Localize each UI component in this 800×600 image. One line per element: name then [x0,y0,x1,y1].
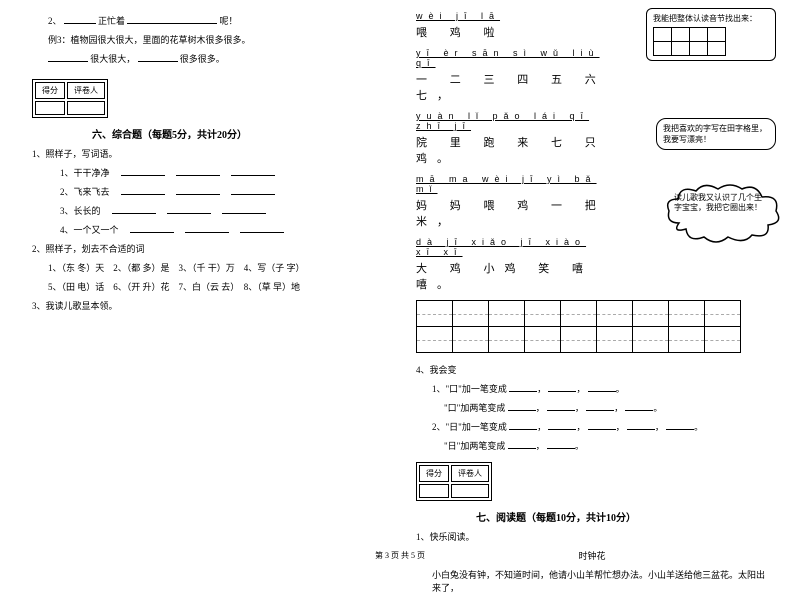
text: "口"加两笔变成 [444,403,505,413]
fill-line-2: 2、 正忙着 呢！ [48,14,384,27]
blank [508,439,536,449]
pinyin-row: wèi jī lā [416,11,606,21]
example-3: 例3：植物园很大很大，里面的花草树木很多很多。 [48,33,384,46]
q7-1: 1、快乐阅读。 [416,530,768,543]
text: 很大很大， [90,54,135,64]
example-3-fill: 很大很大， 很多很多。 [48,52,384,65]
score-cell [67,101,105,115]
blank [176,166,220,176]
q-num: 2、 [48,16,62,26]
section-7-title: 七、阅读题（每题10分，共计10分） [476,509,768,524]
blank [121,166,165,176]
blank [167,204,211,214]
text: "日"加两笔变成 [444,441,505,451]
pinyin-row: dà jī xiǎo jī xiào xī xī [416,237,606,257]
text: 4、一个又一个 [60,225,119,235]
score-header: 评卷人 [451,465,489,482]
bubble-text: 读儿歌我又认识了几个生字宝宝，我把它圈出来！ [674,193,766,214]
char-row: 喂 鸡 啦 [416,24,606,40]
char-row: 一 二 三 四 五 六 七， [416,71,606,103]
text: 3、长长的 [60,206,101,216]
blank [231,185,275,195]
blank [548,420,576,430]
blank [588,420,616,430]
score-cell [419,484,449,498]
score-table: 得分 评卷人 [32,79,108,118]
blank [588,382,616,392]
right-column: wèi jī lā 喂 鸡 啦 yī èr sān sì wǔ liù qī 一… [400,8,776,600]
text: 1、干干净净 [60,168,110,178]
blank [509,382,537,392]
poem-block: wèi jī lā 喂 鸡 啦 yī èr sān sì wǔ liù qī 一… [416,11,606,292]
score-cell [35,101,65,115]
blank [240,223,284,233]
pinyin-row: yī èr sān sì wǔ liù qī [416,48,606,68]
left-column: 2、 正忙着 呢！ 例3：植物园很大很大，里面的花草树木很多很多。 很大很大， … [24,8,400,600]
blank [185,223,229,233]
blank [509,420,537,430]
score-header: 评卷人 [67,82,105,99]
page-footer: 第 3 页 共 5 页 [0,550,800,561]
blank [586,401,614,411]
blank [548,382,576,392]
text: 2、飞来飞去 [60,187,110,197]
q4-line: 2、"日"加一笔变成 ， ， ， ， 。 [432,420,768,433]
bubble-text: 我能把整体认读音节找出来： [653,13,769,24]
bubble-circle-chars: 读儿歌我又认识了几个生字宝宝，我把它圈出来！ [664,183,774,245]
blank [64,14,96,24]
bubble-syllables: 我能把整体认读音节找出来： [646,8,776,61]
score-table: 得分 评卷人 [416,462,492,501]
score-row-7: 得分 评卷人 [416,462,768,503]
char-row: 大 鸡 小鸡 笑 嘻 嘻。 [416,260,606,292]
char-row: 妈 妈 喂 鸡 一 把 米， [416,197,606,229]
blank [547,439,575,449]
q4: 4、我会变 [416,363,768,376]
score-header: 得分 [35,82,65,99]
blank [130,223,174,233]
q2-items2: 5、（田 电）话 6、（开 升）花 7、白（云 去） 8、（草 早）地 [48,280,384,293]
q4-line: "日"加两笔变成 ， 。 [444,439,768,452]
blank [48,52,88,62]
bubble-write: 我把喜欢的字写在田字格里，我要写漂亮！ [656,118,776,150]
pinyin-row: yuàn lǐ pǎo lái qī zhī jī [416,111,606,131]
q2-items: 1、（东 冬）天 2、（都 多）是 3、（千 干）万 4、写（子 字） [48,261,384,274]
score-cell [451,484,489,498]
pinyin-row: mā ma wèi jī yì bǎ mǐ [416,174,606,194]
blank [112,204,156,214]
blank [547,401,575,411]
blank [231,166,275,176]
blank [127,14,217,24]
blank [627,420,655,430]
q2: 2、照样子，划去不合适的词 [32,242,384,255]
syllable-grid [653,27,726,56]
text: 呢！ [220,16,238,26]
blank [138,52,178,62]
score-header: 得分 [419,465,449,482]
bubble-text: 我把喜欢的字写在田字格里，我要写漂亮！ [663,124,767,144]
story-text: 小白兔没有钟，不知道时间，他请小山羊帮忙想办法。小山羊送给他三盆花。太阳出来了， [432,568,768,594]
text: 正忙着 [98,16,125,26]
score-row: 得分 评卷人 [32,79,384,120]
writing-grid [416,300,741,353]
blank [121,185,165,195]
q1-item: 3、长长的 [60,204,384,217]
text: 2、"日"加一笔变成 [432,422,507,432]
blank [176,185,220,195]
q4-line: "口"加两笔变成 ， ， ， 。 [444,401,768,414]
q1: 1、照样子，写词语。 [32,147,384,160]
q3: 3、我读儿歌显本领。 [32,299,384,312]
blank [625,401,653,411]
q1-item: 2、飞来飞去 [60,185,384,198]
char-row: 院 里 跑 来 七 只 鸡。 [416,134,606,166]
text: 很多很多。 [180,54,225,64]
blank [666,420,694,430]
q1-item: 4、一个又一个 [60,223,384,236]
q4-line: 1、"口"加一笔变成 ， ， 。 [432,382,768,395]
blank [508,401,536,411]
section-6-title: 六、综合题（每题5分，共计20分） [92,126,384,141]
blank [222,204,266,214]
q1-item: 1、干干净净 [60,166,384,179]
text: 1、"口"加一笔变成 [432,384,507,394]
